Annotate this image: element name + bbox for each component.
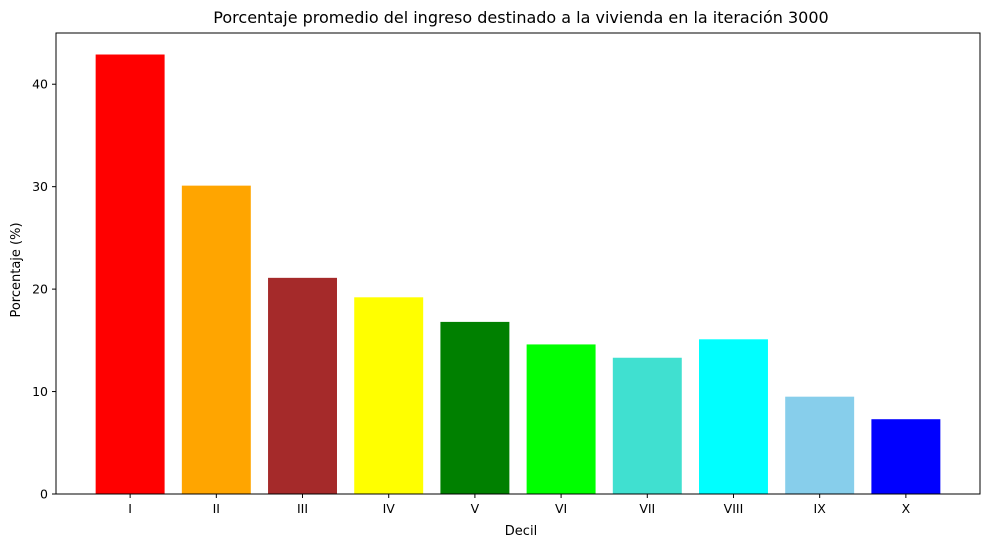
y-tick-label: 0 bbox=[40, 487, 48, 502]
y-axis-label: Porcentaje (%) bbox=[9, 222, 24, 317]
x-tick-label: VIII bbox=[724, 501, 744, 516]
y-tick-label: 30 bbox=[32, 179, 48, 194]
bar-V bbox=[440, 321, 510, 494]
x-tick-label: IX bbox=[814, 501, 827, 516]
x-tick-label: III bbox=[297, 501, 308, 516]
x-tick-label: I bbox=[128, 501, 132, 516]
x-axis-label: Decil bbox=[505, 524, 537, 539]
bar-I bbox=[95, 54, 165, 494]
bar-IX bbox=[785, 396, 855, 494]
x-tick-label: VII bbox=[639, 501, 655, 516]
bar-II bbox=[181, 185, 251, 495]
x-tick-label: VI bbox=[555, 501, 567, 516]
bar-VIII bbox=[699, 339, 768, 494]
x-axis-ticks: I II III IV V VI VII VIII IX X bbox=[128, 494, 911, 516]
bar-X bbox=[871, 419, 941, 494]
bar-III bbox=[268, 277, 337, 494]
bars-layer bbox=[95, 54, 941, 495]
plot-frame bbox=[55, 32, 981, 495]
y-axis-ticks: 0 10 20 30 40 bbox=[32, 77, 56, 502]
bar-IV bbox=[354, 297, 424, 494]
y-tick-label: 40 bbox=[32, 77, 48, 92]
y-tick-label: 20 bbox=[32, 282, 48, 297]
x-tick-label: V bbox=[471, 501, 480, 516]
x-tick-label: IV bbox=[383, 501, 396, 516]
chart-title: Porcentaje promedio del ingreso destinad… bbox=[213, 8, 828, 27]
x-tick-label: II bbox=[213, 501, 220, 516]
bar-VI bbox=[526, 344, 596, 494]
bar-VII bbox=[612, 357, 682, 494]
x-tick-label: X bbox=[902, 501, 911, 516]
y-tick-label: 10 bbox=[32, 384, 48, 399]
